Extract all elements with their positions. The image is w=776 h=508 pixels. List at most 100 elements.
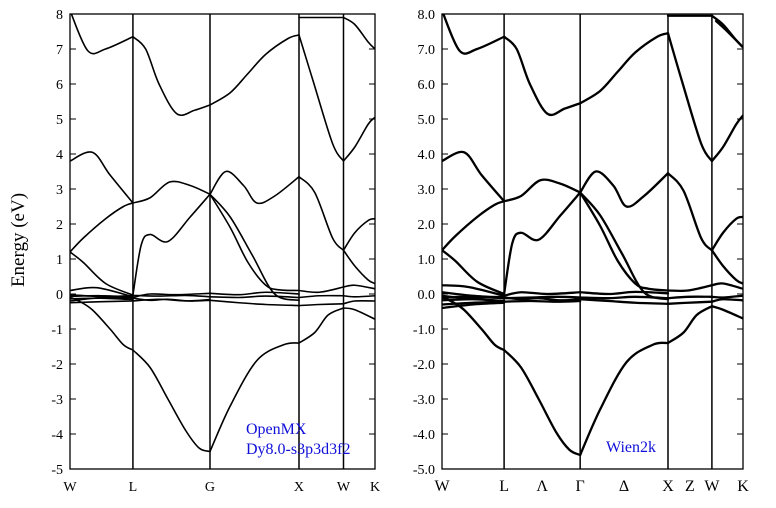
y-tick-label: 5 (56, 113, 63, 128)
band-line (502, 295, 582, 300)
band-line (209, 170, 300, 205)
y-tick-label: -4 (51, 428, 63, 443)
y-tick-label: 1 (56, 253, 63, 268)
y-tick-label: 0 (56, 288, 63, 303)
band-line (132, 180, 211, 204)
band-line (342, 116, 375, 162)
band-line (710, 215, 743, 252)
band-line (342, 217, 375, 252)
kpoint-label: Γ (576, 478, 585, 495)
band-line (442, 249, 506, 296)
band-line (442, 294, 506, 299)
y-tick-label: 2 (56, 218, 63, 233)
band-line (132, 294, 211, 298)
kpoint-label: X (662, 478, 674, 495)
y-tick-label: 6 (56, 78, 63, 93)
y-tick-label: 5.0 (418, 113, 436, 128)
band-line (502, 178, 582, 203)
band-line (70, 251, 134, 296)
band-line (666, 295, 714, 300)
band-line (442, 14, 506, 55)
y-tick-label: 4.0 (418, 148, 436, 163)
band-line (70, 202, 134, 253)
band-line (710, 282, 743, 290)
kpoint-label: Z (685, 478, 695, 495)
band-line (710, 294, 743, 299)
band-line (342, 294, 375, 298)
panel-openmx: -5 -4 -3 -2 -1 0 1 2 3 4 5 6 7 8 W L G X W K OpenMX Dy8.0-s3p… (51, 8, 380, 495)
y-tick-label: -2 (51, 358, 63, 373)
y-tick-label: 6.0 (418, 78, 436, 93)
kpoint-label: Λ (536, 478, 548, 495)
kpoint-label: L (499, 478, 509, 495)
band-line (298, 294, 345, 299)
band-line (579, 170, 670, 208)
band-line (579, 191, 670, 292)
band-line (209, 295, 300, 299)
y-tick-label: -4.0 (413, 428, 435, 443)
band-line (710, 114, 743, 163)
band-line (502, 35, 582, 117)
band-line (710, 305, 743, 320)
kpoint-label: W (704, 478, 720, 495)
band-line (209, 291, 300, 296)
panel-annotation: Dy8.0-s3p3d3f2 (246, 441, 350, 458)
y-tick-label: 8 (56, 8, 63, 23)
kpoint-label: W (337, 480, 351, 495)
y-tick-label: -1.0 (413, 323, 435, 338)
band-line (710, 298, 743, 303)
y-axis-label: Energy (eV) (8, 193, 29, 287)
band-line (502, 291, 582, 297)
y-tick-label: -3 (51, 393, 63, 408)
band-line (502, 299, 582, 303)
y-tick-label: -2.0 (413, 358, 435, 373)
y-tick-label: 7.0 (418, 43, 436, 58)
band-line (70, 296, 134, 351)
y-tick-label: -5 (51, 463, 63, 478)
y-tick-label: 3 (56, 183, 63, 198)
kpoint-label: Δ (619, 478, 629, 495)
band-line (442, 296, 506, 352)
band-line (70, 294, 134, 298)
band-line (209, 34, 300, 106)
band-line (132, 193, 211, 296)
band-line (579, 295, 670, 300)
band-line (579, 32, 670, 105)
band-line (209, 193, 300, 302)
band-line (579, 341, 670, 457)
kpoint-label: W (434, 478, 450, 495)
band-line (209, 342, 300, 453)
band-line (209, 299, 300, 307)
band-line (666, 172, 714, 252)
kpoint-label: L (129, 480, 138, 495)
band-line (442, 284, 506, 297)
kpoint-label: K (737, 478, 749, 495)
band-line (342, 16, 375, 50)
band-line (298, 286, 345, 294)
band-line (70, 300, 134, 304)
band-line (342, 299, 375, 305)
band-line (579, 298, 670, 305)
band-line (298, 303, 345, 307)
band-line (132, 349, 211, 453)
band-line (442, 150, 506, 203)
band-line (70, 151, 134, 204)
kpoint-label: W (63, 480, 77, 495)
kpoint-label: G (205, 480, 215, 495)
band-line (442, 200, 506, 252)
y-tick-label: 1.0 (418, 253, 436, 268)
band-line (442, 301, 506, 310)
kpoint-label: X (294, 480, 304, 495)
panel-wien2k: -5.0 -4.0 -3.0 -2.0 -1.0 0.0 1.0 2.0 3.0 4.0 5.0 6.… (413, 8, 749, 495)
band-line (298, 175, 345, 252)
plot-frame (441, 13, 744, 470)
band-line (298, 307, 345, 344)
kpoint-label: K (370, 480, 380, 495)
band-line (502, 348, 582, 457)
band-line (342, 249, 375, 285)
band-line (342, 307, 375, 320)
band-line (298, 34, 345, 162)
y-tick-label: 3.0 (418, 183, 436, 198)
band-line (132, 35, 211, 117)
panel-annotation: Wien2k (606, 439, 656, 456)
